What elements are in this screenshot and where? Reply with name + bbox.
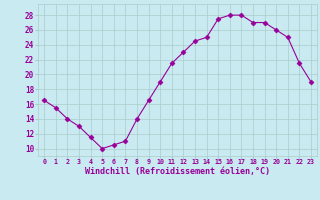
X-axis label: Windchill (Refroidissement éolien,°C): Windchill (Refroidissement éolien,°C) [85, 167, 270, 176]
